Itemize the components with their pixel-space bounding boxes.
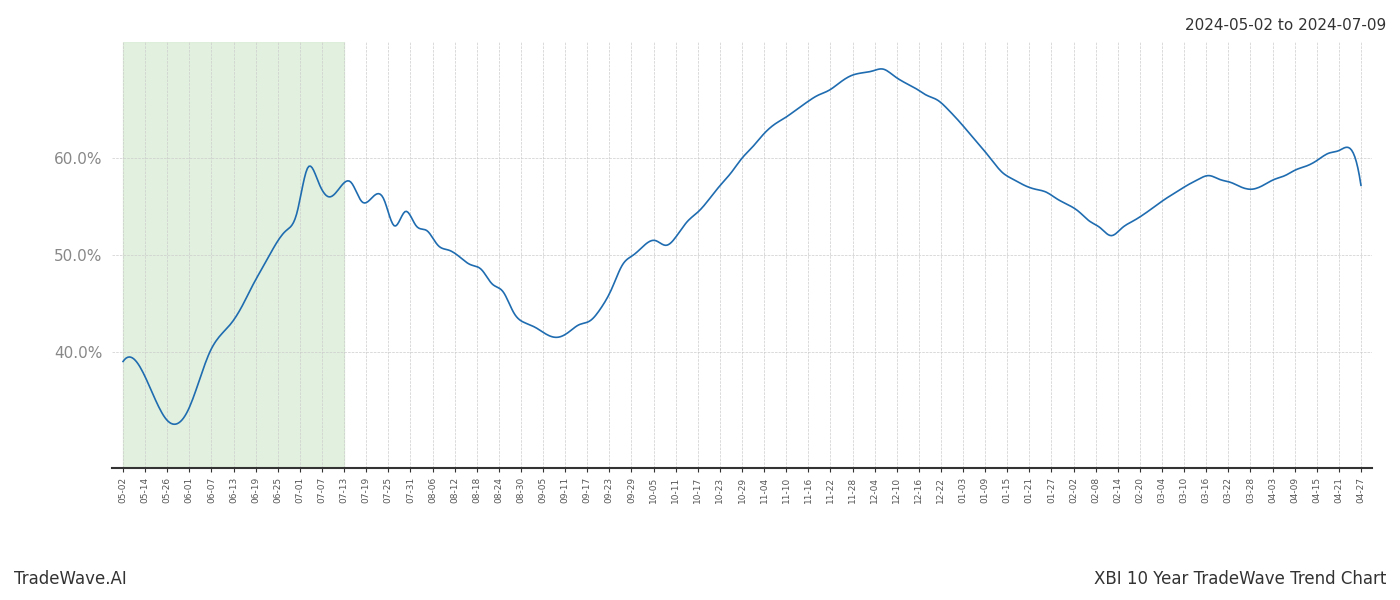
Text: 2024-05-02 to 2024-07-09: 2024-05-02 to 2024-07-09 [1184, 18, 1386, 33]
Bar [123, 42, 344, 468]
Text: TradeWave.AI: TradeWave.AI [14, 570, 127, 588]
Text: XBI 10 Year TradeWave Trend Chart: XBI 10 Year TradeWave Trend Chart [1093, 570, 1386, 588]
